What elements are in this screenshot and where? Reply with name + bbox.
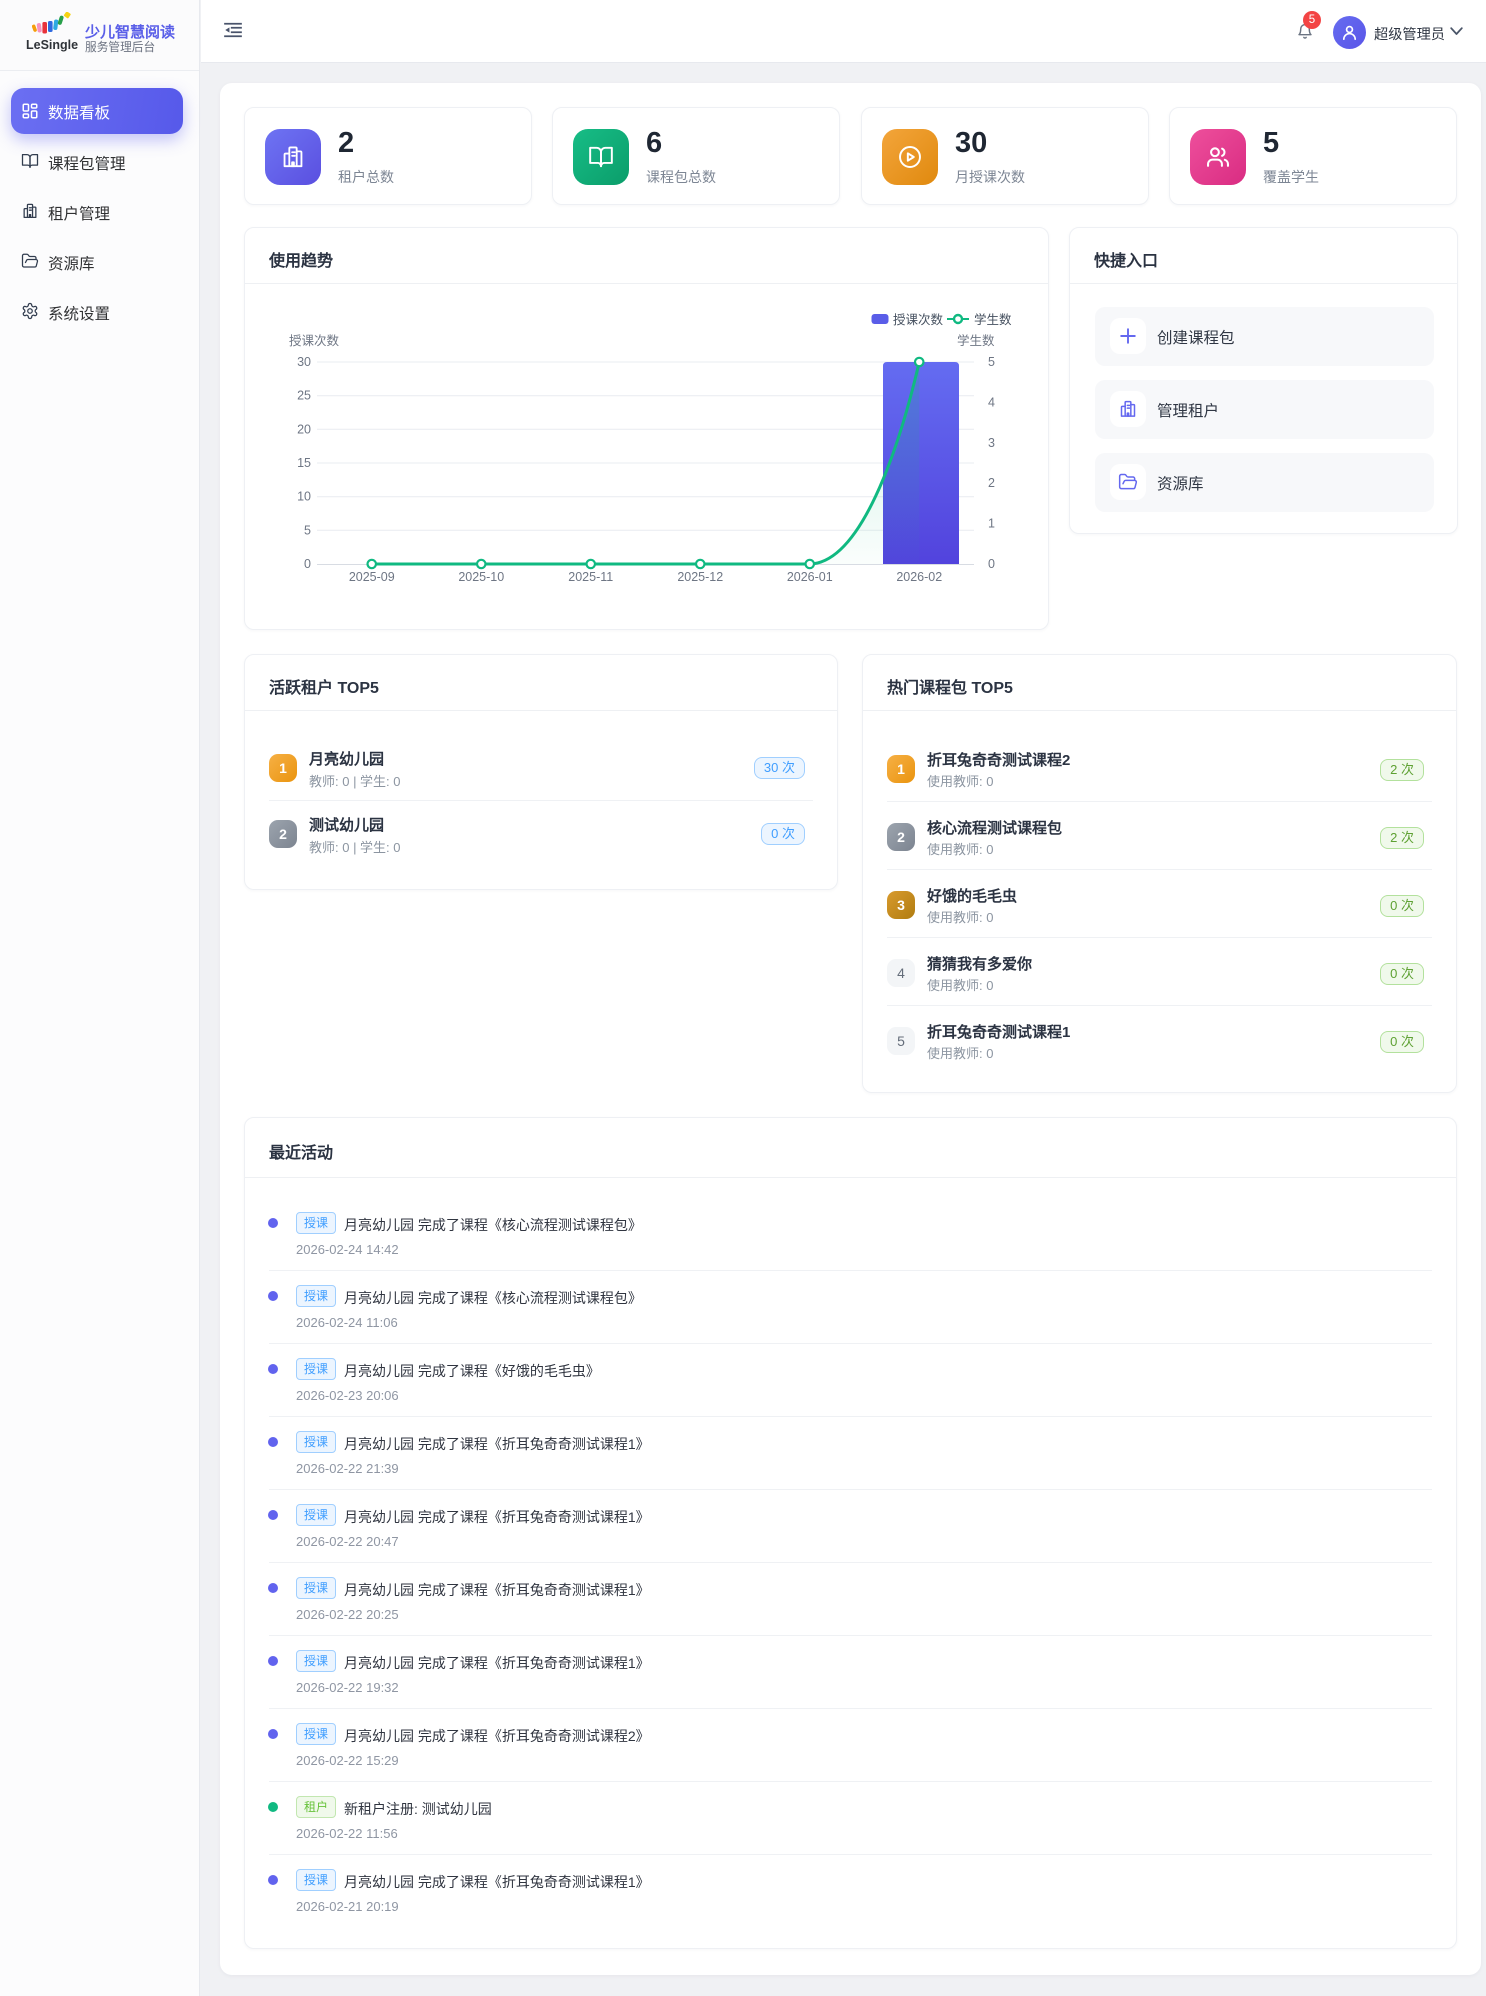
svg-text:2: 2 (988, 476, 995, 490)
svg-text:授课次数: 授课次数 (893, 312, 944, 327)
svg-text:2025-12: 2025-12 (677, 570, 723, 584)
svg-text:4: 4 (988, 395, 995, 409)
svg-text:学生数: 学生数 (957, 333, 995, 348)
svg-text:20: 20 (297, 422, 311, 436)
svg-text:25: 25 (297, 389, 311, 403)
svg-text:授课次数: 授课次数 (289, 333, 340, 348)
svg-text:15: 15 (297, 456, 311, 470)
svg-text:5: 5 (988, 355, 995, 369)
svg-text:1: 1 (988, 517, 995, 531)
svg-text:2026-02: 2026-02 (896, 570, 942, 584)
svg-text:2025-09: 2025-09 (349, 570, 395, 584)
svg-text:0: 0 (304, 557, 311, 571)
svg-text:2025-11: 2025-11 (568, 570, 613, 584)
svg-text:5: 5 (304, 523, 311, 537)
svg-text:30: 30 (297, 355, 311, 369)
svg-text:学生数: 学生数 (974, 312, 1012, 327)
svg-text:0: 0 (988, 557, 995, 571)
svg-text:2026-01: 2026-01 (787, 570, 833, 584)
svg-text:2025-10: 2025-10 (458, 570, 504, 584)
svg-text:3: 3 (988, 436, 995, 450)
svg-text:10: 10 (297, 490, 311, 504)
